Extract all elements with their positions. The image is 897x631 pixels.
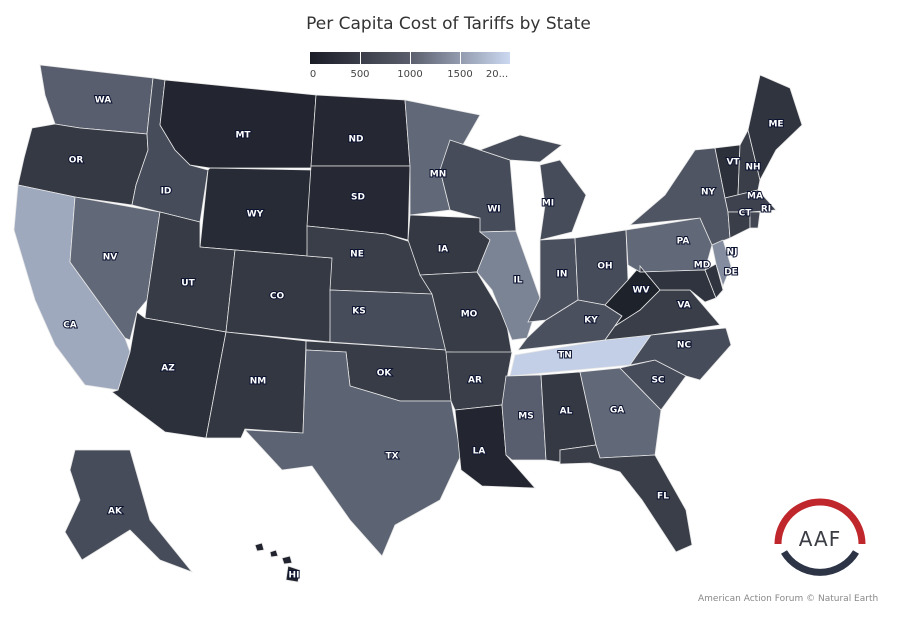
state-label-md: MD [694, 261, 710, 271]
state-label-ca: CA [63, 321, 77, 331]
map-title: Per Capita Cost of Tariffs by State [306, 14, 591, 34]
state-ri[interactable] [749, 211, 761, 229]
state-label-al: AL [560, 407, 573, 417]
state-label-nd: ND [348, 135, 363, 145]
state-label-nj: NJ [727, 248, 738, 258]
state-label-mi: MI [542, 199, 554, 209]
state-label-or: OR [69, 156, 84, 166]
state-label-nc: NC [677, 341, 692, 351]
state-ks[interactable] [329, 289, 447, 351]
state-de[interactable] [704, 263, 724, 299]
state-fl[interactable] [559, 444, 693, 553]
state-label-in: IN [557, 270, 568, 280]
state-label-sc: SC [651, 376, 664, 386]
state-nd[interactable] [310, 94, 411, 167]
state-me[interactable] [747, 74, 803, 182]
state-wv[interactable] [604, 265, 661, 327]
state-label-va: VA [677, 301, 690, 311]
state-label-sd: SD [351, 193, 365, 203]
state-nh[interactable] [737, 128, 761, 196]
state-label-ga: GA [610, 406, 624, 416]
state-label-il: IL [513, 276, 522, 286]
legend-tick: 500 [350, 69, 370, 80]
state-ak[interactable] [64, 449, 194, 573]
state-label-ne: NE [350, 250, 364, 260]
logo-text: AAF [799, 527, 841, 551]
state-ma[interactable] [724, 189, 777, 213]
state-label-ok: OK [377, 369, 393, 379]
state-nj[interactable] [711, 239, 732, 288]
legend-color-bar [310, 52, 510, 64]
state-label-tx: TX [385, 452, 398, 462]
state-label-ny: NY [701, 188, 716, 198]
legend-tick: 1500 [447, 69, 473, 80]
aaf-logo: AAF [774, 498, 866, 576]
state-wi[interactable] [439, 139, 517, 233]
state-label-nh: NH [745, 163, 760, 173]
state-label-ak: AK [108, 507, 123, 517]
state-label-mt: MT [235, 131, 251, 141]
state-label-vt: VT [726, 158, 740, 168]
state-sd[interactable] [306, 165, 411, 241]
legend-separator [460, 52, 461, 64]
state-label-pa: PA [677, 237, 690, 247]
legend-tick: 20... [485, 69, 509, 80]
state-label-wv: WV [633, 286, 650, 296]
state-label-me: ME [768, 120, 783, 130]
legend-separator [360, 52, 361, 64]
state-label-id: ID [161, 187, 172, 197]
state-label-mn: MN [430, 170, 447, 180]
state-label-de: DE [724, 268, 738, 278]
state-label-nm: NM [250, 377, 267, 387]
state-label-ct: CT [739, 209, 753, 219]
state-label-ar: AR [468, 376, 482, 386]
state-mt[interactable] [159, 79, 317, 169]
state-mi[interactable] [478, 134, 587, 241]
state-label-ut: UT [181, 279, 195, 289]
state-label-wi: WI [487, 205, 500, 215]
state-label-hi: HI [289, 571, 300, 581]
legend-separator [410, 52, 411, 64]
state-label-mo: MO [461, 310, 478, 320]
state-hi[interactable] [254, 542, 301, 583]
legend-tick: 0 [309, 69, 317, 80]
state-label-nv: NV [103, 253, 118, 263]
state-label-ks: KS [352, 307, 365, 317]
state-nc[interactable] [629, 327, 732, 381]
state-ia[interactable] [407, 214, 491, 276]
logo-arc-bottom [781, 550, 859, 576]
state-label-oh: OH [597, 262, 612, 272]
state-il[interactable] [476, 230, 541, 341]
legend-tick: 1000 [397, 69, 423, 80]
state-label-tn: TN [558, 351, 572, 361]
state-label-la: LA [473, 447, 486, 457]
state-label-ky: KY [584, 316, 598, 326]
state-label-az: AZ [161, 364, 175, 374]
state-label-co: CO [270, 292, 285, 302]
color-legend: 0 500 1000 1500 20... [310, 52, 510, 80]
state-label-wy: WY [247, 210, 264, 220]
state-label-wa: WA [95, 96, 112, 106]
state-label-ri: RI [761, 205, 771, 215]
state-tx[interactable] [244, 349, 462, 557]
state-label-fl: FL [657, 492, 669, 502]
state-label-ms: MS [518, 412, 533, 422]
credit-text: American Action Forum © Natural Earth [698, 594, 879, 604]
state-label-ma: MA [747, 192, 763, 202]
state-label-ia: IA [438, 245, 448, 255]
logo-arc-top [774, 498, 866, 545]
